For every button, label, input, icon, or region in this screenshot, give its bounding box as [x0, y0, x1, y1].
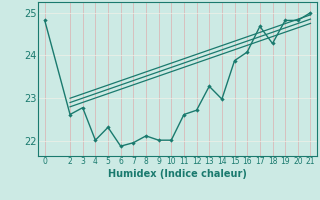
X-axis label: Humidex (Indice chaleur): Humidex (Indice chaleur) [108, 169, 247, 179]
